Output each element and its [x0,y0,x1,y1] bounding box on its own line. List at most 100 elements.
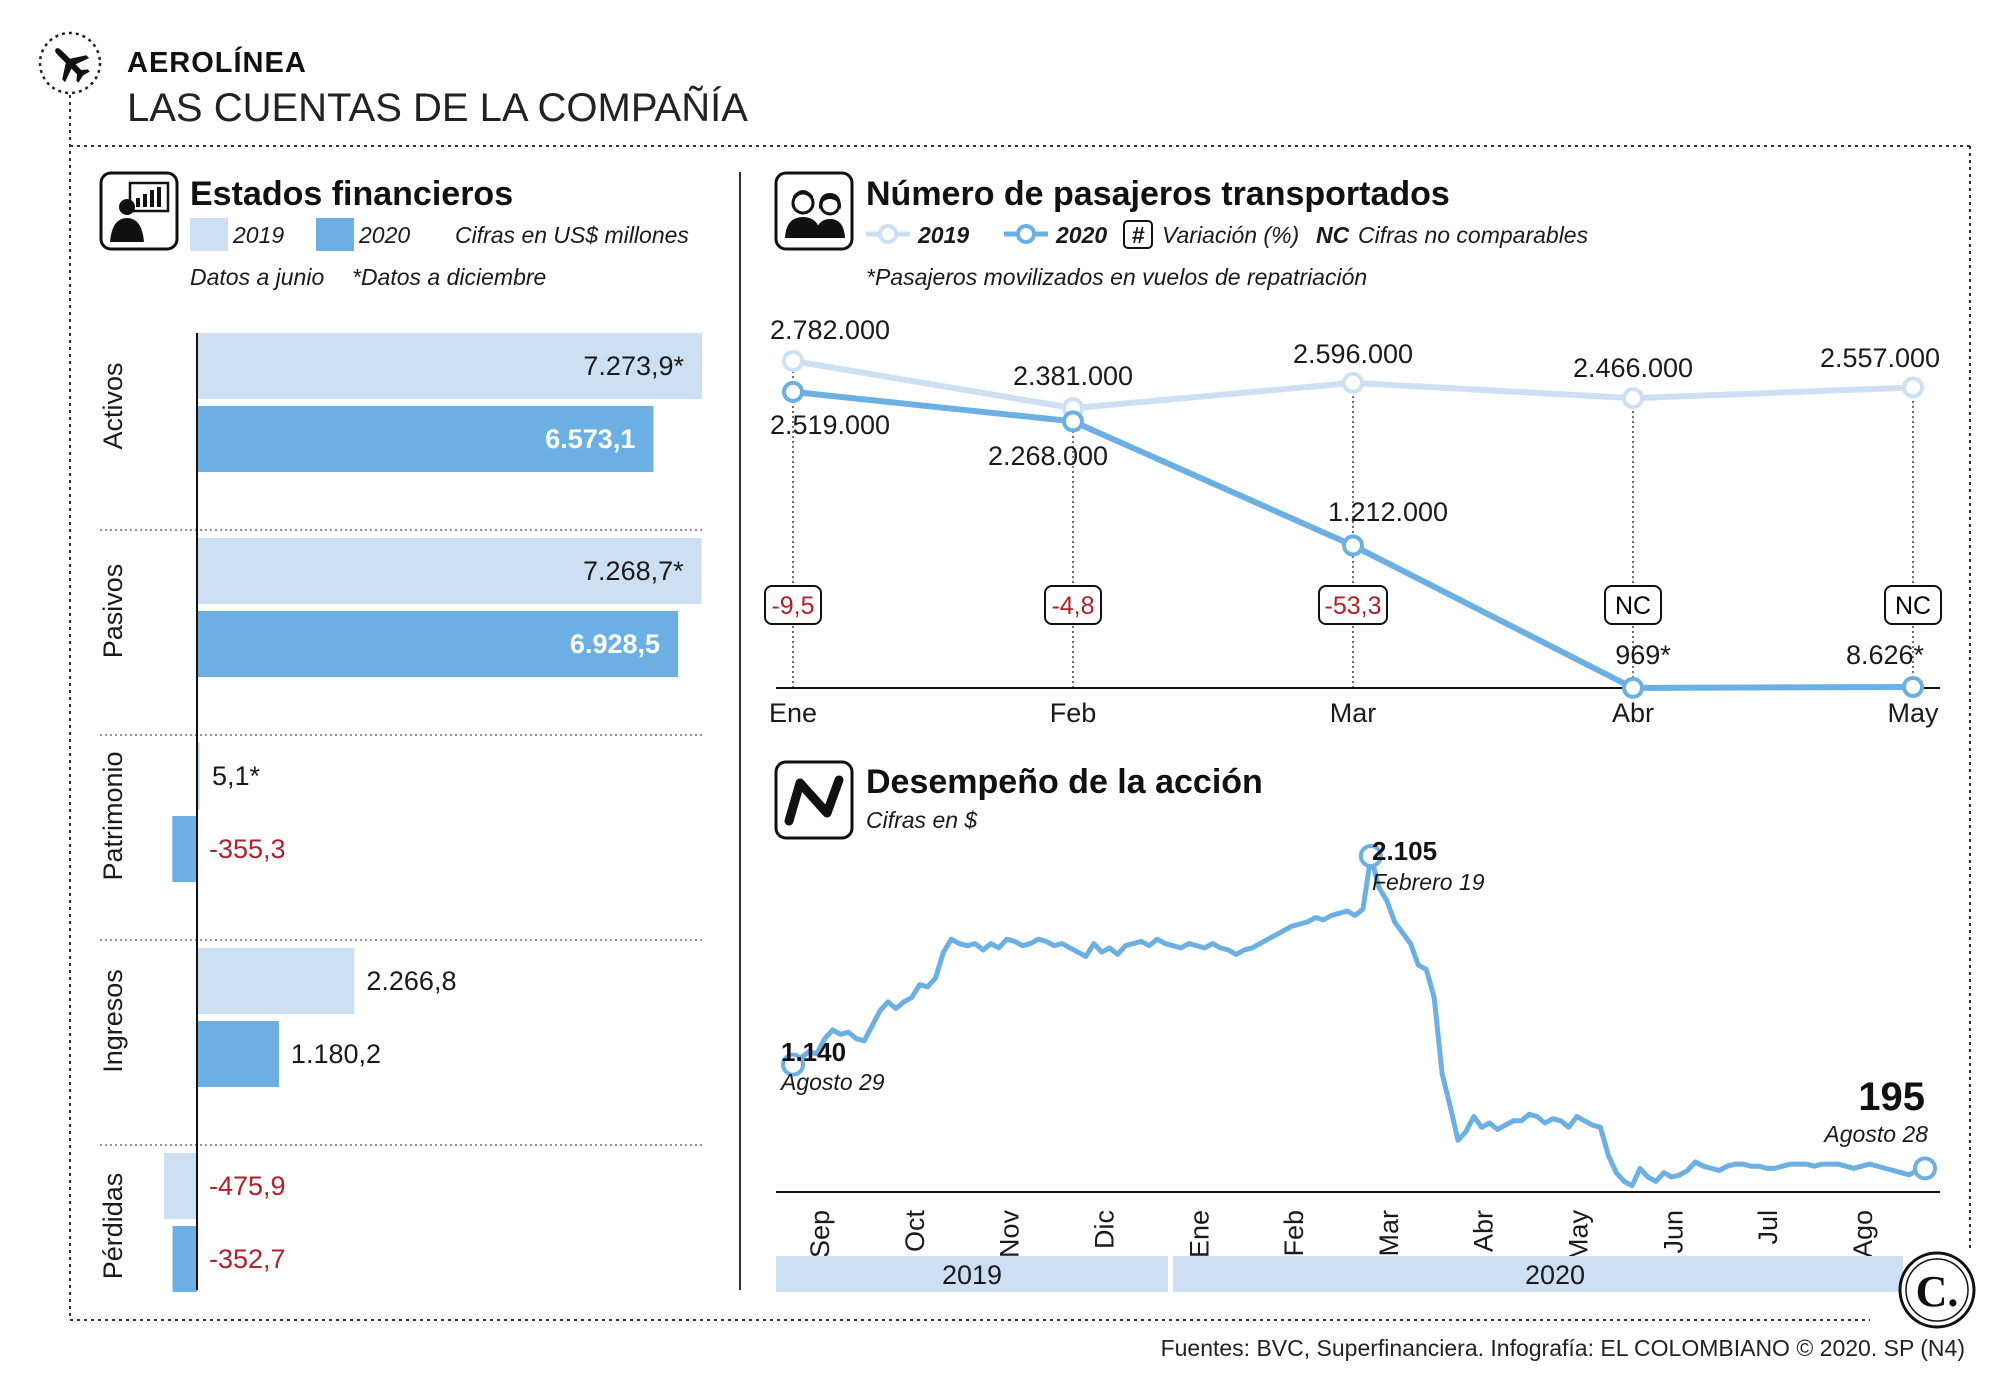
variation-value: -53,3 [1325,592,1382,620]
category-label: Pérdidas [98,1173,128,1280]
legend-label-2020: 2020 [1055,222,1107,248]
legend-label-2019: 2019 [917,222,969,248]
peak-marker [1358,844,1383,868]
point-2020 [1342,534,1364,557]
value-label-2020: 2.268.000 [988,441,1108,471]
variation-box [1044,585,1102,625]
panel-stock: Desempeño de la acción Cifras en $ 1.140… [774,760,1940,1292]
variation-value: NC [1895,592,1931,620]
variation-box [764,585,822,625]
annotation-value: 2.105 [1372,836,1437,866]
bar-value-label: -355,3 [209,834,286,864]
x-tick-label: Ene [769,698,817,728]
point-2020 [782,380,804,403]
stock-title: Desempeño de la acción [866,763,1263,801]
bar-value-label: -352,7 [209,1244,286,1274]
bar-value-label: 5,1* [212,761,261,791]
passengers-title: Número de pasajeros transportados [866,175,1450,213]
annotation-value: 1.140 [781,1037,846,1067]
x-tick-label: Mar [1330,698,1377,728]
annotation-value: 195 [1858,1075,1925,1119]
bar-2020-activos [197,406,654,472]
variation-box [1884,585,1942,625]
point-2019 [1342,371,1364,394]
point-2019 [1622,387,1644,410]
note-june: Datos a junio [190,264,324,290]
bar-2019-pasivos [197,538,702,604]
bar-2020-patrimonio [172,816,197,882]
note-december: *Datos a diciembre [352,264,546,290]
financials-title: Estados financieros [190,175,513,213]
bar-value-label: 7.273,9* [583,351,684,381]
brand-logo-letter: C. [1916,1267,1959,1316]
bar-2020-pasivos [197,611,679,677]
value-label-2020: 8.626* [1846,640,1925,670]
legend-label-variation: Variación (%) [1162,222,1299,248]
value-label-2020: 2.519.000 [770,410,890,440]
variation-value: -4,8 [1051,592,1094,620]
bar-2019-patrimonio [197,743,200,809]
year-band-label: 2020 [1525,1260,1585,1290]
section-label: AEROLÍNEA [127,45,307,79]
legend-swatch-2019 [190,218,228,251]
year-band-2019 [776,1256,1168,1292]
legend-marker-2020 [1016,224,1036,244]
category-label: Patrimonio [98,751,128,880]
point-2020 [1622,676,1644,699]
legend-label-2019: 2019 [232,222,284,248]
bar-2019-ingresos [197,948,355,1014]
category-label: Pasivos [98,564,128,659]
financial-bars: Activos 7.273,9* 6.573,1 Pasivos 7.268,7* 6.9… [98,333,702,1292]
header: AEROLÍNEA LAS CUENTAS DE LA COMPAÑÍA [38,31,748,130]
bar-value-label: -475,9 [209,1171,286,1201]
legend-label-2020: 2020 [358,222,410,248]
category-label: Ingresos [98,969,128,1073]
sources-footer: Fuentes: BVC, Superfinanciera. Infografí… [1161,1335,1965,1361]
month-tick-label: Feb [1279,1210,1309,1257]
people-icon [785,190,845,238]
point-2020 [1902,675,1924,698]
legend-swatch-2020 [316,218,354,251]
value-label-2019: 2.596.000 [1293,339,1413,369]
passengers-note: *Pasajeros movilizados en vuelos de repa… [866,264,1367,290]
bar-2019-activos [197,333,702,399]
x-tick-label: Feb [1050,698,1097,728]
month-tick-label: Nov [995,1210,1025,1259]
frame [69,95,1971,1321]
point-2020 [1062,410,1084,433]
stock-subtitle: Cifras en $ [866,807,978,833]
value-label-2019: 2.557.000 [1820,343,1940,373]
bar-value-label: 6.573,1 [545,424,635,454]
annotation-date: Agosto 29 [779,1069,885,1095]
legend-variation-key [1123,220,1153,249]
bar-2019-pérdidas [163,1153,197,1219]
bar-value-label: 6.928,5 [570,629,660,659]
brand-logo-icon: C. [1898,1251,1976,1329]
airplane-icon-ring [38,31,102,95]
year-band-2020 [1173,1256,1903,1292]
bar-value-label: 2.266,8 [366,966,456,996]
bar-value-label: 1.180,2 [291,1039,381,1069]
category-label: Activos [98,362,128,449]
annotation-date: Agosto 28 [1822,1121,1928,1147]
legend-marker-2019 [878,224,898,244]
panel-financials: Estados financieros 2019 2020 Cifras en … [98,171,702,1292]
x-tick-label: May [1887,698,1939,728]
value-label-2020: 969* [1615,640,1671,670]
presenter-icon [110,181,170,242]
page-title: LAS CUENTAS DE LA COMPAÑÍA [127,85,748,130]
value-label-2019: 2.381.000 [1013,361,1133,391]
airplane-icon [55,48,90,83]
variation-value: -9,5 [771,592,814,620]
year-band-label: 2019 [942,1260,1002,1290]
passengers-chart: Ene Feb Mar Abr May 2.782.000 2.381.000 2.596.0… [764,315,1942,728]
month-tick-label: May [1564,1210,1594,1262]
month-tick-label: Ene [1184,1210,1214,1258]
variation-box [1318,585,1388,625]
bar-value-label: 7.268,7* [583,556,684,586]
annotation-date: Febrero 19 [1372,869,1485,895]
month-tick-label: Jul [1753,1210,1783,1245]
legend-label-nc: Cifras no comparables [1358,222,1589,248]
variation-box [1604,585,1662,625]
